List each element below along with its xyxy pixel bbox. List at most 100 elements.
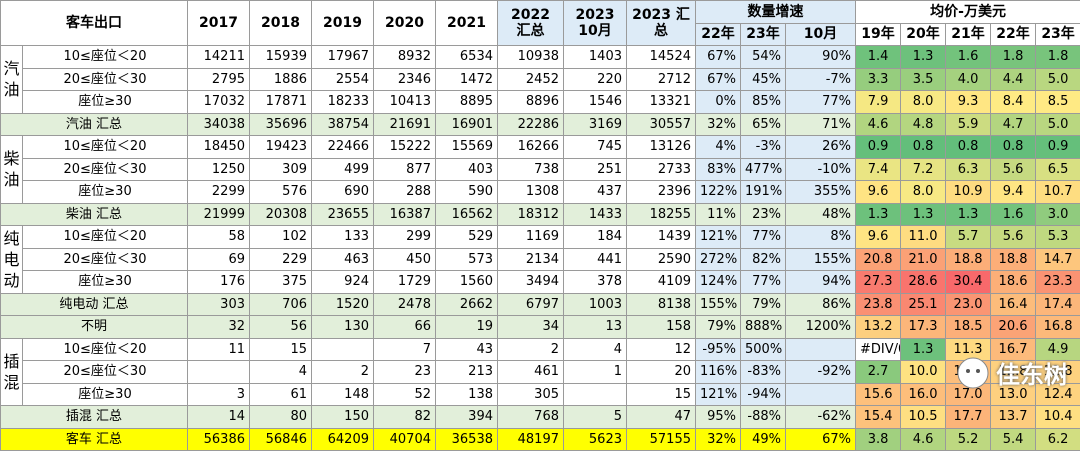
count-cell: 1546	[564, 91, 627, 114]
count-cell: 15939	[250, 46, 312, 69]
price-cell: 9.6	[856, 226, 901, 249]
count-cell: 16266	[498, 136, 564, 159]
count-cell: 130	[312, 316, 374, 339]
row-label: 座位≥30	[23, 91, 188, 114]
count-cell: 213	[436, 361, 498, 384]
count-cell: 82	[374, 406, 436, 429]
count-cell: 64209	[312, 428, 374, 451]
count-cell: 7	[374, 338, 436, 361]
count-cell: 13321	[627, 91, 696, 114]
count-cell: 4109	[627, 271, 696, 294]
count-cell: 1433	[564, 203, 627, 226]
count-cell: 738	[498, 158, 564, 181]
count-cell: 1886	[250, 68, 312, 91]
count-cell: 1308	[498, 181, 564, 204]
count-cell: 35696	[250, 113, 312, 136]
header-cell: 数量增速	[696, 1, 856, 24]
price-cell: 9.3	[946, 91, 991, 114]
price-cell: 4.0	[946, 68, 991, 91]
count-cell: 56	[250, 316, 312, 339]
growth-cell: 8%	[786, 226, 856, 249]
count-cell: 2554	[312, 68, 374, 91]
count-cell: 378	[564, 271, 627, 294]
growth-cell: 191%	[741, 181, 786, 204]
count-cell: 30557	[627, 113, 696, 136]
header-cell: 2022 汇总	[498, 1, 564, 46]
header-cell: 10月	[786, 23, 856, 46]
growth-cell: 79%	[696, 316, 741, 339]
count-cell: 3169	[564, 113, 627, 136]
count-cell: 2795	[188, 68, 250, 91]
growth-cell: 90%	[786, 46, 856, 69]
count-cell: 20308	[250, 203, 312, 226]
price-cell: 4.8	[901, 113, 946, 136]
count-cell: 1250	[188, 158, 250, 181]
row-label: 10≤座位＜20	[23, 226, 188, 249]
price-cell: 5.2	[946, 428, 991, 451]
growth-cell: 49%	[741, 428, 786, 451]
row-label: 20≤座位＜30	[23, 158, 188, 181]
count-cell: 299	[374, 226, 436, 249]
count-cell: 1169	[498, 226, 564, 249]
count-cell: 176	[188, 271, 250, 294]
count-cell: 1472	[436, 68, 498, 91]
growth-cell: 1200%	[786, 316, 856, 339]
count-cell	[188, 361, 250, 384]
price-cell: 5.0	[1036, 113, 1080, 136]
growth-cell: 0%	[696, 91, 741, 114]
count-cell: 34	[498, 316, 564, 339]
price-cell: 17.4	[1036, 293, 1080, 316]
count-cell: 2299	[188, 181, 250, 204]
price-cell: 1.8	[991, 46, 1036, 69]
count-cell: 8896	[498, 91, 564, 114]
price-cell: 18.8	[991, 248, 1036, 271]
count-cell: 18312	[498, 203, 564, 226]
count-cell: 1003	[564, 293, 627, 316]
price-cell: 20.8	[856, 248, 901, 271]
count-cell: 2590	[627, 248, 696, 271]
count-cell: 2662	[436, 293, 498, 316]
price-cell: 1.4	[856, 46, 901, 69]
count-cell: 19423	[250, 136, 312, 159]
count-cell: 220	[564, 68, 627, 91]
count-cell: 4	[250, 361, 312, 384]
header-cell: 2018	[250, 1, 312, 46]
price-cell: 4.6	[901, 428, 946, 451]
price-cell: 28.6	[901, 271, 946, 294]
count-cell: 17871	[250, 91, 312, 114]
price-cell: 6.3	[946, 158, 991, 181]
price-cell: 20.6	[991, 316, 1036, 339]
group-label: 插混	[1, 338, 23, 406]
price-cell: 23.0	[946, 293, 991, 316]
count-cell: 499	[312, 158, 374, 181]
header-cell: 2020	[374, 1, 436, 46]
growth-cell: 272%	[696, 248, 741, 271]
price-cell: 11.0	[901, 226, 946, 249]
count-cell: 1	[564, 361, 627, 384]
price-cell: 6.2	[1036, 428, 1080, 451]
count-cell: 2	[312, 361, 374, 384]
count-cell: 22466	[312, 136, 374, 159]
count-cell: 48197	[498, 428, 564, 451]
price-cell: 5.6	[991, 158, 1036, 181]
price-cell: 0.9	[856, 136, 901, 159]
growth-cell: -88%	[741, 406, 786, 429]
growth-cell: 121%	[696, 226, 741, 249]
count-cell: 768	[498, 406, 564, 429]
price-cell: 18.8	[946, 248, 991, 271]
growth-cell: 121%	[696, 383, 741, 406]
count-cell: 58	[188, 226, 250, 249]
price-cell: 10.9	[946, 181, 991, 204]
growth-cell: 77%	[786, 91, 856, 114]
count-cell: 21691	[374, 113, 436, 136]
count-cell: 22286	[498, 113, 564, 136]
growth-cell: 888%	[741, 316, 786, 339]
count-cell: 403	[436, 158, 498, 181]
price-cell: 10.5	[901, 406, 946, 429]
